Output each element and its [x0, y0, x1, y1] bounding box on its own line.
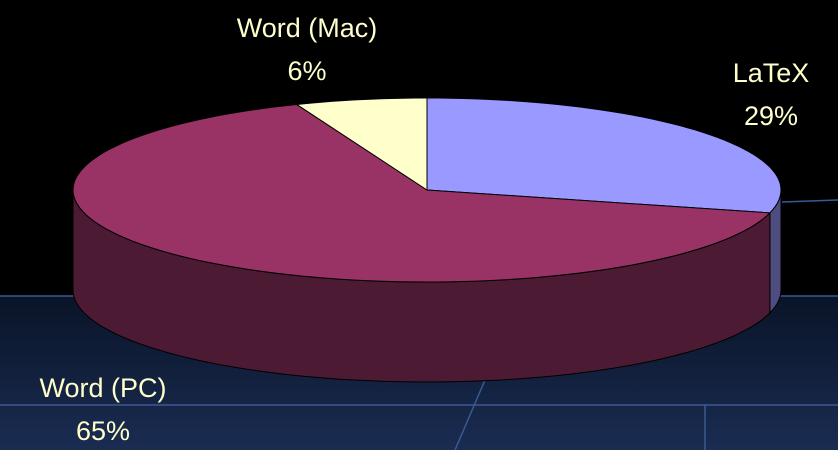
slice-value-label: 29% — [744, 101, 798, 131]
pie — [72, 97, 782, 383]
pie-slice — [295, 97, 428, 191]
slice-label: Word (PC) — [39, 373, 166, 403]
labels: LaTeX 29% Word (PC) 65% Word (Mac) 6% — [39, 13, 809, 446]
pie-slice — [426, 97, 782, 214]
pie-slice — [72, 103, 772, 283]
slice-value-label: 6% — [287, 56, 326, 86]
slice-value-label: 65% — [76, 416, 130, 446]
slice-label: Word (Mac) — [237, 13, 378, 43]
slice-label: LaTeX — [733, 58, 810, 88]
